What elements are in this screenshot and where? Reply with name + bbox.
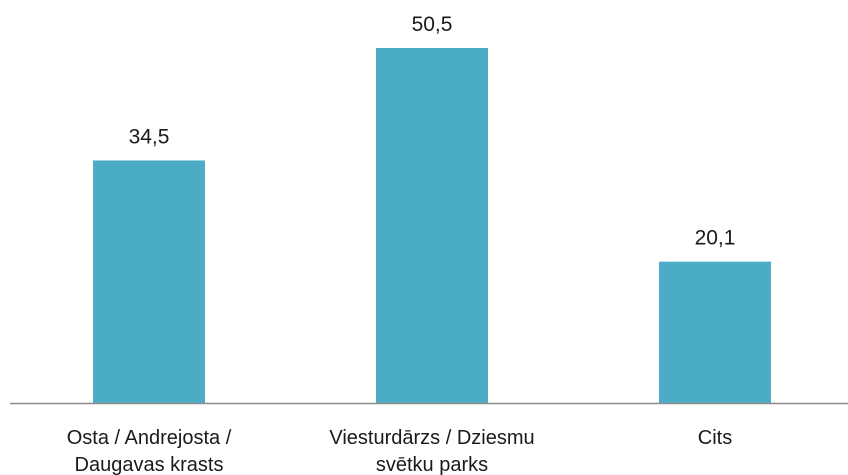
value-labels-group: 34,5 50,5 20,1	[129, 13, 736, 250]
category-label-1-line-1: Osta / Andrejosta /	[67, 427, 232, 449]
data-label-1: 34,5	[129, 125, 170, 148]
category-label-2-line-1: Viesturdārzs / Dziesmu	[329, 427, 534, 449]
bar-2	[376, 47, 488, 404]
category-label-3-line-1: Cits	[698, 427, 732, 449]
category-labels-group: Osta / Andrejosta / Daugavas krasts Viestu…	[67, 427, 732, 475]
data-label-3: 20,1	[695, 227, 736, 250]
bar-3	[659, 261, 771, 403]
data-label-2: 50,5	[412, 13, 453, 36]
category-label-1-line-2: Daugavas krasts	[75, 454, 224, 475]
bars-group	[93, 47, 771, 404]
category-label-2-line-2: svētku parks	[376, 454, 488, 475]
bar-1	[93, 160, 205, 403]
